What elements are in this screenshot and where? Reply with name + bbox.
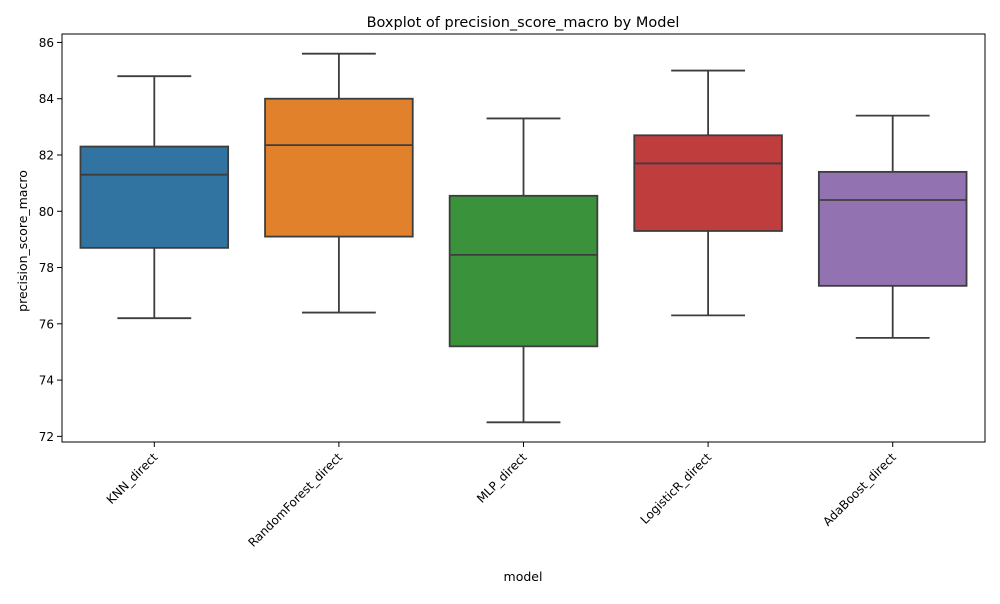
y-tick-label: 72 [39, 430, 54, 444]
y-axis-label: precision_score_macro [15, 170, 30, 312]
y-tick-label: 74 [39, 374, 54, 388]
y-tick-label: 80 [39, 205, 54, 219]
x-tick-label: MLP_direct [474, 450, 530, 506]
randomforest-direct-box [264, 97, 414, 238]
x-tick-label: LogisticR_direct [638, 450, 715, 527]
y-tick-label: 76 [39, 317, 54, 331]
y-tick-label: 78 [39, 261, 54, 275]
chart-title: Boxplot of precision_score_macro by Mode… [367, 15, 680, 31]
x-tick-label: AdaBoost_direct [820, 450, 899, 529]
x-tick-label: RandomForest_direct [245, 450, 345, 550]
y-tick-label: 84 [39, 92, 54, 106]
adaboost-direct-box [817, 170, 968, 287]
y-tick-label: 82 [39, 148, 54, 162]
knn-direct-box [79, 145, 230, 249]
x-tick-label: KNN_direct [104, 450, 161, 507]
logisticr-direct-box [633, 134, 783, 232]
plot-area: 72 74 76 78 80 82 84 86 KNN_direct RandomForest_d… [39, 33, 986, 550]
y-tick-label: 86 [39, 36, 54, 50]
mlp-direct-box [448, 194, 599, 348]
x-axis-label: model [504, 569, 543, 584]
